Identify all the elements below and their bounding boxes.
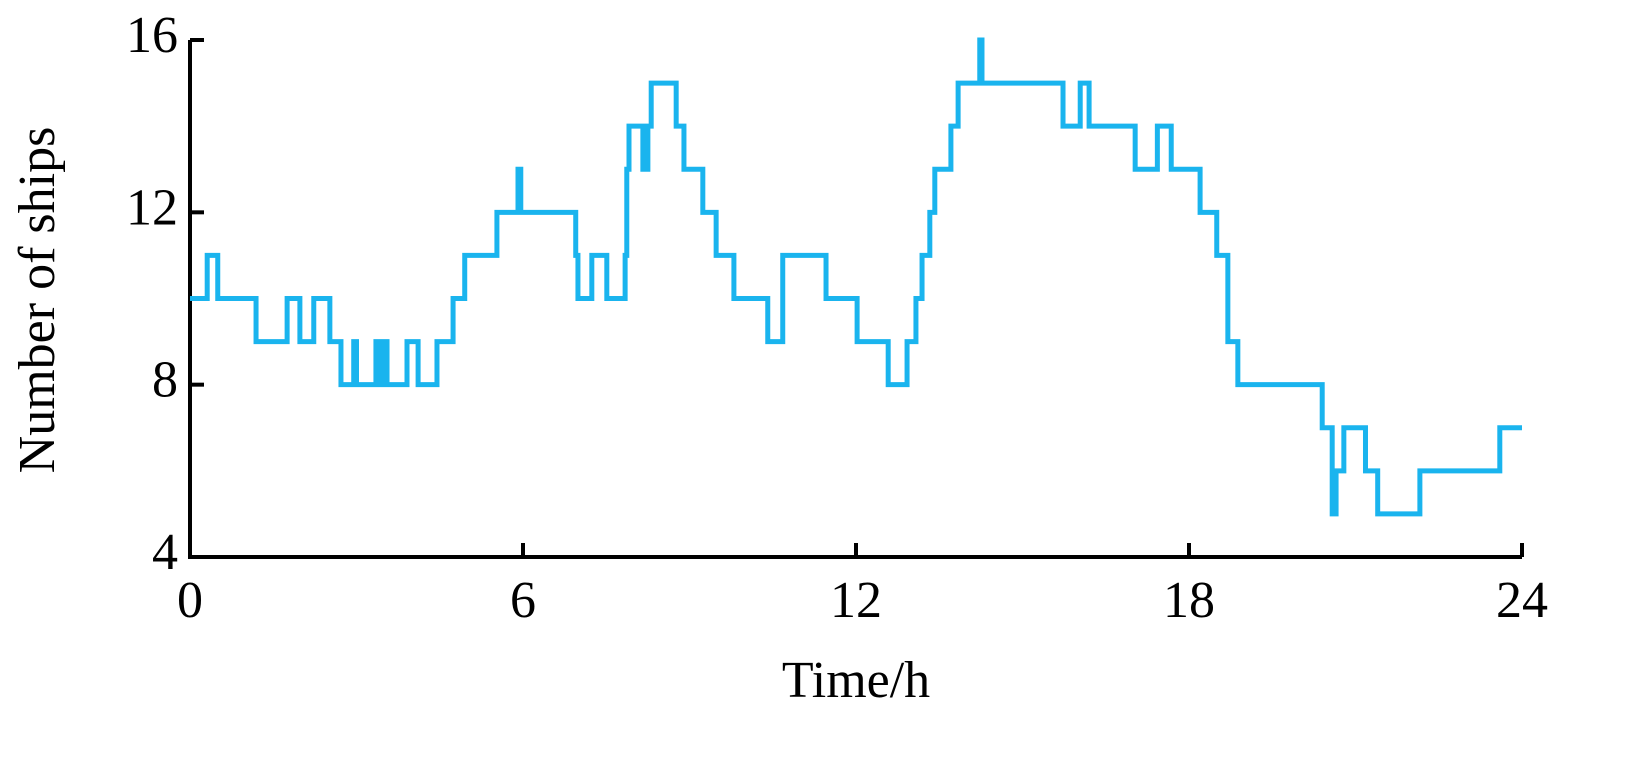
y-tick-label: 4 xyxy=(152,524,178,581)
y-tick-label: 12 xyxy=(126,179,178,236)
y-axis-label: Number of ships xyxy=(9,127,66,474)
x-tick-label: 6 xyxy=(510,572,536,629)
y-tick-label: 16 xyxy=(126,7,178,64)
x-tick-label: 18 xyxy=(1163,572,1215,629)
x-tick-label: 12 xyxy=(830,572,882,629)
x-tick-label: 24 xyxy=(1496,572,1548,629)
data-line xyxy=(190,37,1522,517)
y-tick-label: 8 xyxy=(152,352,178,409)
x-tick-label: 0 xyxy=(177,572,203,629)
x-axis-label: Time/h xyxy=(782,652,930,709)
